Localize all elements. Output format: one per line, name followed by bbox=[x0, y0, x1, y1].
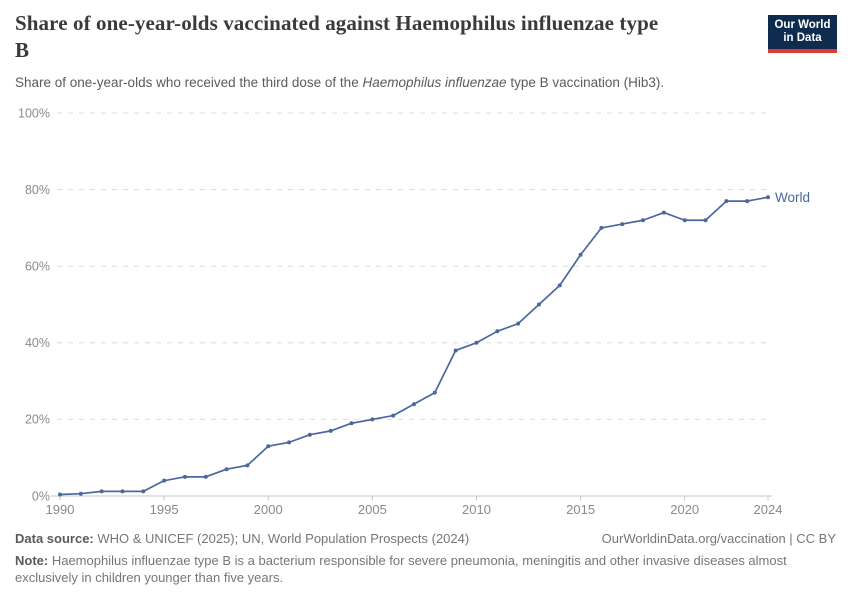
data-point[interactable] bbox=[162, 478, 167, 483]
data-point[interactable] bbox=[203, 474, 208, 479]
series-end-label[interactable]: World bbox=[775, 190, 810, 205]
data-point[interactable] bbox=[578, 252, 583, 257]
data-point[interactable] bbox=[141, 489, 146, 494]
data-point[interactable] bbox=[620, 222, 625, 227]
data-point[interactable] bbox=[641, 218, 646, 223]
y-axis-tick-label: 0% bbox=[32, 489, 50, 503]
world-series-line[interactable] bbox=[59, 196, 769, 496]
y-axis-tick-label: 80% bbox=[25, 183, 50, 197]
subtitle-text-end: type B vaccination (Hib3). bbox=[506, 75, 665, 90]
owid-logo[interactable]: Our World in Data bbox=[768, 15, 837, 53]
data-point[interactable] bbox=[349, 421, 354, 426]
data-point[interactable] bbox=[703, 218, 708, 223]
chart-note-text: Haemophilus influenzae type B is a bacte… bbox=[15, 553, 787, 585]
data-point[interactable] bbox=[370, 417, 375, 422]
owid-logo-line1: Our World bbox=[774, 19, 831, 31]
x-axis-tick-label: 2000 bbox=[254, 502, 283, 517]
x-axis-tick-label: 2020 bbox=[670, 502, 699, 517]
data-point[interactable] bbox=[328, 428, 333, 433]
page-title: Share of one-year-olds vaccinated agains… bbox=[15, 10, 760, 64]
x-axis-tick-label: 1990 bbox=[46, 502, 75, 517]
y-axis-tick-label: 20% bbox=[25, 413, 50, 427]
data-point[interactable] bbox=[182, 474, 187, 479]
data-point[interactable] bbox=[307, 432, 312, 437]
y-axis-tick-label: 60% bbox=[25, 260, 50, 274]
owid-logo-line2: in Data bbox=[783, 32, 822, 44]
data-point[interactable] bbox=[557, 283, 562, 288]
data-point[interactable] bbox=[724, 199, 729, 204]
chart-note: Note: Haemophilus influenzae type B is a… bbox=[15, 552, 800, 586]
subtitle-text: Share of one-year-olds who received the … bbox=[15, 75, 363, 90]
x-axis-tick-label: 2015 bbox=[566, 502, 595, 517]
data-point[interactable] bbox=[245, 463, 250, 468]
data-point[interactable] bbox=[495, 329, 500, 334]
data-point[interactable] bbox=[745, 199, 750, 204]
x-axis-tick-label: 2010 bbox=[462, 502, 491, 517]
data-source: Data source: WHO & UNICEF (2025); UN, Wo… bbox=[15, 531, 469, 546]
data-point[interactable] bbox=[474, 340, 479, 345]
chart-note-label: Note: bbox=[15, 553, 49, 568]
data-source-label: Data source: bbox=[15, 531, 94, 546]
data-point[interactable] bbox=[536, 302, 541, 307]
data-point[interactable] bbox=[412, 402, 416, 407]
data-point[interactable] bbox=[516, 321, 521, 326]
page-title-line1: Share of one-year-olds vaccinated agains… bbox=[15, 11, 659, 35]
data-point[interactable] bbox=[99, 489, 104, 494]
subtitle-species-name: Haemophilus influenzae bbox=[362, 75, 507, 90]
y-axis-tick-label: 40% bbox=[25, 336, 50, 350]
owid-license-link[interactable]: OurWorldinData.org/vaccination | CC BY bbox=[601, 531, 836, 546]
data-point[interactable] bbox=[224, 467, 229, 472]
data-point[interactable] bbox=[453, 348, 458, 353]
data-point[interactable] bbox=[266, 444, 271, 449]
data-point[interactable] bbox=[391, 413, 396, 418]
data-point[interactable] bbox=[432, 390, 437, 395]
data-point[interactable] bbox=[661, 210, 666, 215]
data-source-text: WHO & UNICEF (2025); UN, World Populatio… bbox=[93, 531, 470, 546]
data-point[interactable] bbox=[78, 491, 83, 496]
x-axis-tick-label: 1995 bbox=[150, 502, 179, 517]
page-title-line2: B bbox=[15, 38, 30, 62]
data-point[interactable] bbox=[58, 492, 62, 497]
data-point[interactable] bbox=[766, 195, 770, 200]
data-point[interactable] bbox=[120, 489, 125, 494]
x-axis-tick-label: 2024 bbox=[754, 502, 783, 517]
data-point[interactable] bbox=[287, 440, 292, 445]
chart-footer-source-row: Data source: WHO & UNICEF (2025); UN, Wo… bbox=[15, 531, 836, 546]
data-point[interactable] bbox=[682, 218, 687, 223]
data-point[interactable] bbox=[599, 225, 604, 230]
chart-subtitle: Share of one-year-olds who received the … bbox=[15, 74, 775, 92]
x-axis-tick-label: 2005 bbox=[358, 502, 387, 517]
y-axis-tick-label: 100% bbox=[18, 106, 50, 120]
